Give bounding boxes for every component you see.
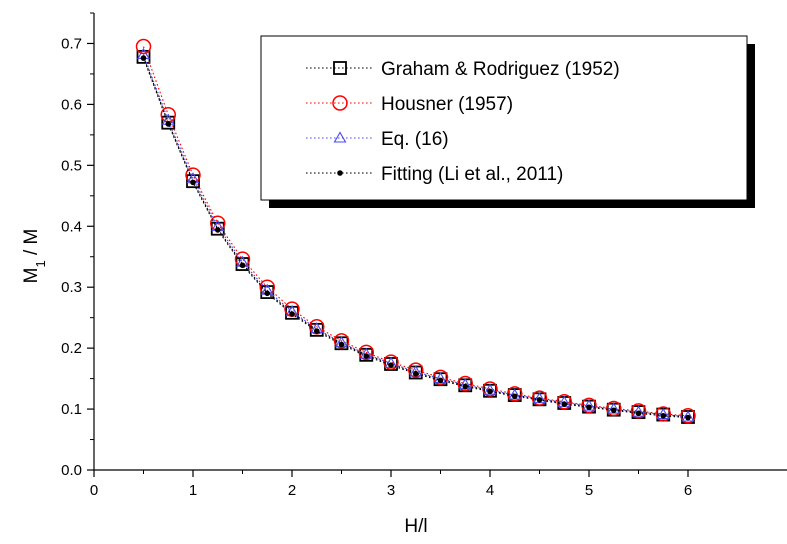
series-3-line: [142, 54, 689, 418]
y-tick-label: 0.5: [61, 157, 82, 174]
legend: Graham & Rodriguez (1952) Housner (1957) E…: [260, 35, 755, 208]
series-2-point: [655, 406, 671, 422]
series-2: [135, 38, 696, 424]
x-tick-label: 0: [90, 482, 98, 499]
y-tick-label: 0.2: [61, 340, 82, 357]
series-layer: [135, 38, 696, 424]
series-4-point: [462, 383, 469, 390]
series-4-point: [536, 397, 543, 403]
series-4-point: [610, 407, 617, 414]
series-2-point: [408, 362, 424, 378]
legend-marker: [332, 95, 348, 111]
series-2-point: [333, 333, 350, 349]
legend-marker: [333, 61, 347, 75]
x-tick-label: 3: [387, 482, 395, 499]
legend-entry: Fitting (Li et al., 2011): [306, 164, 563, 185]
series-2-point: [606, 400, 622, 417]
y-axis-label-main: M: [21, 268, 42, 284]
y-axis-label: M1 / M: [21, 229, 48, 284]
legend-label: Graham & Rodriguez (1952): [381, 59, 620, 80]
legend-marker: [333, 131, 347, 143]
x-tick-label: 4: [486, 482, 494, 499]
series-2-point: [432, 369, 449, 386]
series-4-point: [165, 121, 172, 127]
legend-label: Housner (1957): [381, 94, 513, 115]
series-4-point: [660, 412, 667, 419]
series-2-line: [142, 46, 689, 417]
legend-entries: Graham & Rodriguez (1952) Housner (1957) E…: [306, 59, 620, 185]
series-1-point: [136, 49, 151, 64]
series-4-point: [685, 414, 691, 421]
series-4-point: [586, 404, 592, 411]
series-2-point: [630, 403, 647, 419]
y-tick-label: 0.3: [61, 279, 82, 296]
series-4-point: [289, 311, 295, 317]
y-tick-label: 0.4: [61, 218, 82, 235]
series-2-point: [531, 390, 548, 406]
y-tick-label: 0.1: [61, 401, 82, 418]
series-4-point: [412, 370, 419, 377]
series-4-point: [313, 328, 320, 334]
legend-entry: Graham & Rodriguez (1952): [306, 59, 620, 80]
y-tick-label: 0.7: [61, 35, 82, 52]
series-1-point: [210, 221, 225, 236]
x-tick-label: 2: [288, 482, 296, 499]
series-1-point: [161, 115, 176, 130]
series-4-point: [561, 401, 568, 407]
series-4-point: [363, 353, 370, 359]
series-4-point: [487, 388, 493, 395]
series-4-point: [214, 227, 221, 233]
series-4-point: [140, 55, 147, 61]
legend-marker: [337, 170, 343, 176]
series-4-point: [437, 377, 444, 384]
x-ticks: 0 1 2 3 4 5 6: [90, 470, 692, 499]
legend-label: Eq. (16): [381, 129, 449, 150]
y-tick-label: 0.0: [61, 462, 82, 479]
series-3-point: [681, 410, 695, 422]
series-2-point: [358, 344, 374, 361]
legend-entry: Eq. (16): [306, 129, 449, 150]
x-tick-label: 5: [585, 482, 593, 499]
series-4-point: [190, 179, 196, 186]
series-4-point: [338, 341, 345, 348]
y-ticks: 0.0 0.1 0.2 0.3 0.4 0.5 0.6 0.7: [61, 12, 94, 479]
series-2-point: [135, 38, 152, 55]
series-2-point: [507, 386, 523, 402]
series-4-point: [635, 410, 642, 417]
legend-entry: Housner (1957): [306, 94, 513, 115]
series-1-point: [186, 174, 200, 189]
series-2-point: [457, 375, 473, 392]
x-tick-label: 6: [684, 482, 692, 499]
series-4: [140, 55, 691, 421]
series-4-point: [264, 290, 271, 297]
series-4-point: [239, 262, 246, 269]
y-tick-label: 0.6: [61, 96, 82, 113]
y-axis-label-sub: 1: [33, 260, 48, 267]
series-1-line: [142, 56, 689, 418]
legend-label: Fitting (Li et al., 2011): [381, 164, 563, 185]
series-4-line: [142, 57, 689, 419]
y-axis-label-rest: / M: [21, 229, 42, 261]
series-4-point: [388, 362, 394, 368]
series-4-point: [511, 393, 518, 400]
x-tick-label: 1: [189, 482, 197, 499]
x-axis-label: H/l: [404, 516, 427, 537]
